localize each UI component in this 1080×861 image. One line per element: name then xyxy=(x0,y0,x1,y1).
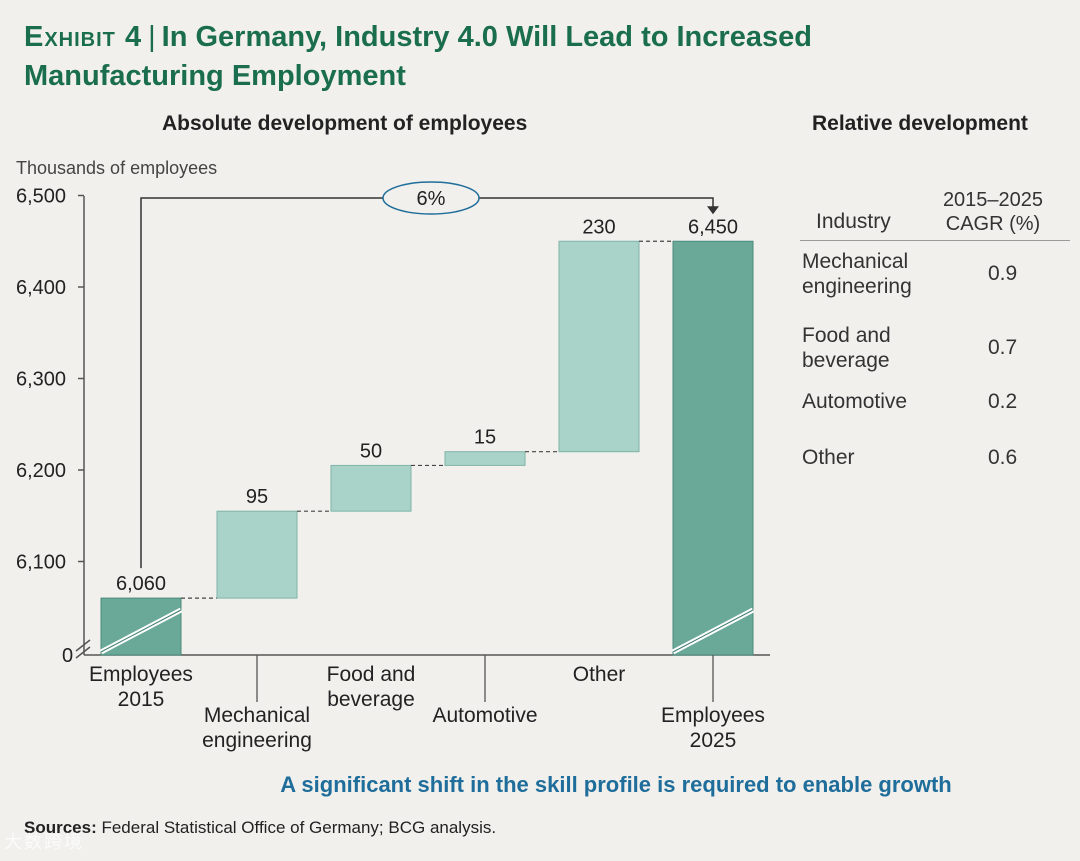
right-panel-title: Relative development xyxy=(812,112,1028,135)
tagline: A significant shift in the skill profile… xyxy=(280,772,952,797)
bar xyxy=(216,510,298,599)
sources: Sources: Federal Statistical Office of G… xyxy=(24,818,496,838)
y-axis-title: Thousands of employees xyxy=(16,158,217,178)
y-zero-label: 0 xyxy=(62,645,73,667)
row-industry: Automotive xyxy=(802,390,908,413)
row-value: 0.7 xyxy=(988,336,1018,359)
sources-label: Sources: xyxy=(24,818,97,837)
row-industry: Food and beverage xyxy=(802,324,891,372)
row-industry: Other xyxy=(802,446,855,469)
growth-label: 6% xyxy=(417,188,446,210)
table-row: Other 0.6 xyxy=(800,437,1070,487)
category-label: 2025 xyxy=(690,729,737,752)
category-label: Mechanical xyxy=(204,704,310,727)
table-row: Food and beverage 0.7 xyxy=(800,315,1070,381)
watermark: 大数跨境 xyxy=(4,832,84,852)
cagr-table: Industry 2015–2025 CAGR (%) Mechanical e… xyxy=(800,182,1070,487)
row-value: 0.6 xyxy=(988,446,1018,469)
category-label: Other xyxy=(573,663,626,686)
bar-break-line xyxy=(672,609,754,653)
bar xyxy=(558,240,640,453)
left-panel-title: Absolute development of employees xyxy=(162,112,528,135)
data-label: 6,450 xyxy=(688,216,738,238)
y-tick-label: 6,500 xyxy=(16,186,66,208)
row-value: 0.2 xyxy=(988,390,1018,413)
category-label: Employees xyxy=(89,663,193,686)
exhibit-label: Exhibit 4 xyxy=(24,21,143,53)
exhibit-title: Exhibit 4 | In Germany, Industry 4.0 Will … xyxy=(24,18,1024,96)
sources-text: Federal Statistical Office of Germany; B… xyxy=(96,818,497,837)
waterfall-chart: Thousands of employees 6,100 6,200 6,300 6,4… xyxy=(16,158,770,752)
exhibit-title-line2: Manufacturing Employment xyxy=(24,60,406,92)
header-cagr-line1: 2015–2025 xyxy=(942,189,1044,211)
data-label: 6,060 xyxy=(116,573,166,595)
bar xyxy=(330,464,412,512)
header-cagr: 2015–2025 CAGR (%) xyxy=(928,188,1058,236)
growth-arrow-head xyxy=(707,206,719,215)
header-industry: Industry xyxy=(816,210,891,233)
category-label: beverage xyxy=(327,688,415,711)
category-label: Food and xyxy=(327,663,416,686)
category-label: Employees xyxy=(661,704,765,727)
data-label: 230 xyxy=(582,216,615,238)
category-label: Automotive xyxy=(432,704,537,727)
category-label: engineering xyxy=(202,729,312,752)
data-label: 50 xyxy=(360,440,382,462)
bar xyxy=(444,451,526,466)
bar xyxy=(672,240,754,656)
bar-break-line xyxy=(100,609,182,653)
data-label: 15 xyxy=(474,427,496,449)
data-label: 95 xyxy=(246,486,268,508)
header-cagr-line2: CAGR (%) xyxy=(945,213,1041,235)
y-tick-label: 6,300 xyxy=(16,369,66,391)
category-label: 2015 xyxy=(118,688,165,711)
y-tick-label: 6,100 xyxy=(16,552,66,574)
axis-break-mark xyxy=(75,639,91,659)
row-value: 0.9 xyxy=(988,262,1018,285)
exhibit-title-line1: In Germany, Industry 4.0 Will Lead to In… xyxy=(161,21,812,53)
row-industry: Mechanical engineering xyxy=(802,250,912,298)
growth-badge xyxy=(382,181,480,215)
y-tick-label: 6,400 xyxy=(16,277,66,299)
table-row: Automotive 0.2 xyxy=(800,381,1070,437)
table-header: Industry 2015–2025 CAGR (%) xyxy=(800,182,1070,241)
y-tick-label: 6,200 xyxy=(16,460,66,482)
title-separator: | xyxy=(148,21,156,53)
table-row: Mechanical engineering 0.9 xyxy=(800,241,1070,315)
